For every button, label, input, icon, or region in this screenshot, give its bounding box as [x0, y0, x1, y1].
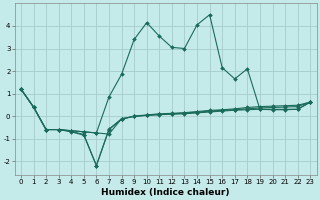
X-axis label: Humidex (Indice chaleur): Humidex (Indice chaleur) — [101, 188, 230, 197]
